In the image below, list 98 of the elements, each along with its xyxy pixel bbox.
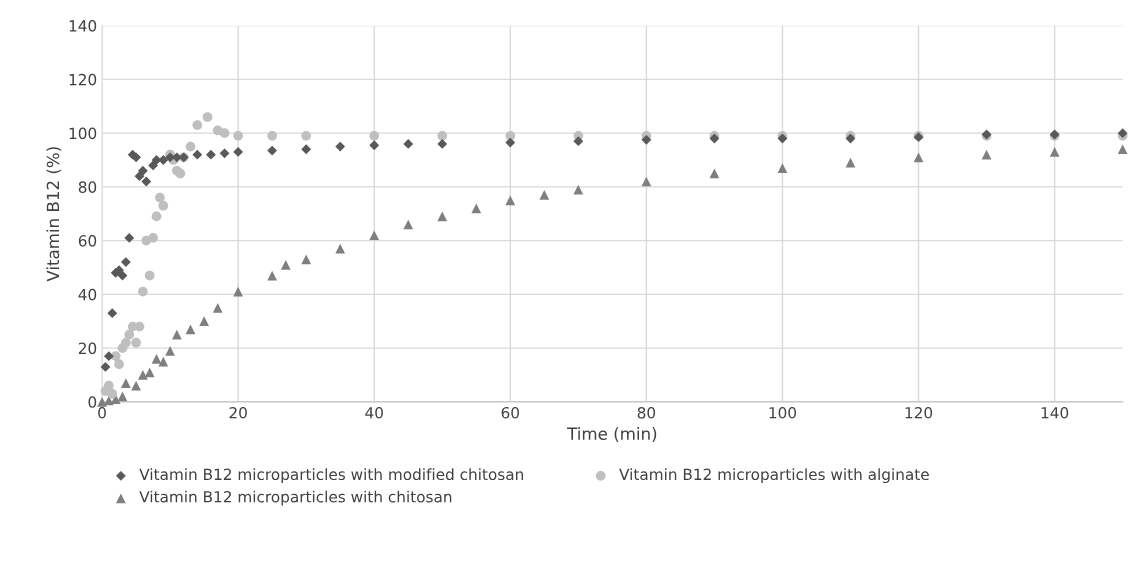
point — [151, 353, 162, 364]
point — [114, 359, 124, 370]
point — [403, 138, 414, 149]
point — [1049, 147, 1060, 157]
point — [131, 337, 141, 348]
y-tick-label: 40 — [78, 288, 97, 301]
x-tick-label: 40 — [365, 406, 383, 419]
point — [573, 184, 584, 195]
point — [103, 351, 114, 362]
x-tick-label: 60 — [501, 406, 520, 419]
point — [437, 138, 448, 149]
y-tick-label: 120 — [69, 73, 97, 86]
point — [131, 380, 141, 391]
point — [219, 148, 230, 159]
point — [573, 136, 584, 147]
point — [185, 324, 196, 335]
point — [233, 147, 244, 157]
point — [280, 259, 291, 270]
point — [301, 144, 312, 155]
x-tick-label: 20 — [229, 406, 247, 419]
point — [437, 211, 448, 222]
point — [301, 254, 312, 265]
point — [369, 230, 380, 241]
point — [165, 345, 175, 356]
y-tick-label: 140 — [69, 20, 97, 32]
point — [148, 160, 158, 171]
point — [148, 233, 158, 243]
point — [505, 137, 516, 148]
point — [641, 176, 652, 187]
y-tick-label: 100 — [69, 127, 97, 140]
point — [845, 157, 856, 168]
point — [199, 316, 209, 327]
y-tick-label: 80 — [78, 181, 97, 193]
point — [124, 329, 135, 340]
point — [107, 308, 118, 319]
point — [121, 337, 131, 348]
x-tick-label: 0 — [98, 406, 106, 419]
point — [138, 370, 148, 380]
point — [539, 190, 550, 200]
point — [107, 388, 118, 399]
point — [158, 155, 169, 165]
point — [267, 130, 278, 141]
point — [709, 168, 720, 179]
point — [267, 270, 278, 281]
point — [121, 378, 131, 388]
point — [124, 233, 135, 243]
point — [267, 145, 278, 156]
x-tick-label: 140 — [1041, 406, 1069, 419]
point — [403, 219, 414, 230]
y-axis-title: Vitamin B12 (%) — [46, 147, 62, 282]
legend-label: Vitamin B12 microparticles with chitosan — [139, 490, 452, 506]
legend-label: Vitamin B12 microparticles with alginate — [619, 468, 929, 484]
point — [369, 130, 380, 141]
point — [151, 211, 162, 222]
point — [641, 134, 652, 145]
point — [120, 257, 131, 268]
point — [192, 149, 203, 160]
point — [97, 396, 107, 407]
point — [202, 112, 213, 122]
point — [777, 163, 788, 173]
point — [233, 286, 243, 297]
point — [172, 329, 182, 340]
y-tick-label: 0 — [88, 396, 97, 408]
point — [206, 149, 216, 160]
point — [913, 152, 924, 163]
point — [369, 140, 380, 151]
point — [1117, 144, 1128, 155]
point — [138, 286, 148, 297]
point — [335, 243, 346, 254]
point — [335, 141, 346, 152]
point — [505, 195, 516, 206]
point — [144, 270, 155, 281]
point — [471, 203, 482, 214]
point — [158, 200, 169, 211]
point — [141, 176, 152, 187]
x-tick-label: 100 — [769, 406, 797, 419]
point — [219, 128, 230, 138]
point — [212, 302, 223, 313]
point — [104, 380, 114, 391]
point — [114, 265, 124, 276]
x-tick-label: 80 — [637, 406, 656, 419]
point — [233, 130, 243, 141]
point — [155, 192, 165, 203]
x-axis-title: Time (min) — [567, 427, 657, 442]
point — [100, 362, 111, 372]
x-tick-label: 120 — [905, 406, 933, 419]
point — [134, 171, 145, 182]
point — [301, 130, 312, 141]
y-tick-label: 60 — [78, 235, 97, 247]
point — [137, 165, 148, 176]
legend-label: Vitamin B12 microparticles with modified chitosan — [139, 468, 523, 484]
point — [185, 141, 196, 152]
point — [158, 356, 169, 367]
point — [144, 367, 155, 378]
point — [175, 168, 186, 179]
point — [437, 130, 448, 141]
point — [192, 120, 203, 130]
y-tick-label: 20 — [78, 342, 97, 355]
